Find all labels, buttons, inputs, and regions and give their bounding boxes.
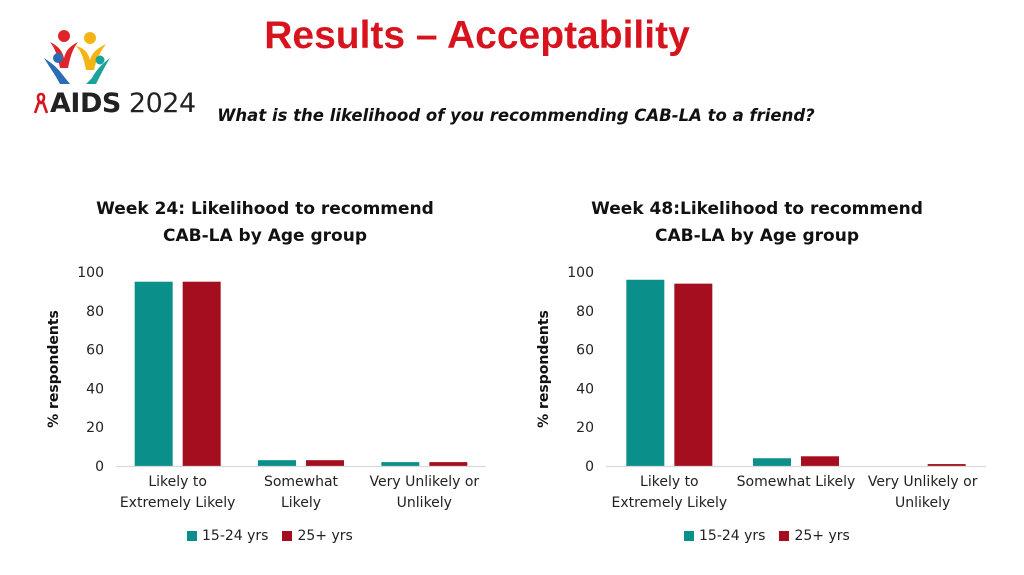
x-category-label: Extremely Likely bbox=[120, 495, 236, 511]
x-category-label: Unlikely bbox=[397, 495, 452, 511]
bar-chart-week-48: 0 20 40 60 80 100 % respondents Likely to Extrem… bbox=[536, 265, 986, 511]
legend-label: 25+ yrs bbox=[794, 528, 850, 544]
legend-label: 15-24 yrs bbox=[699, 528, 766, 544]
x-category-label: Somewhat Likely bbox=[737, 474, 856, 490]
bar-15-24-yrs bbox=[626, 279, 665, 466]
y-tick-label: 60 bbox=[576, 343, 594, 359]
y-tick-label: 100 bbox=[567, 265, 594, 281]
y-axis-label: % respondents bbox=[46, 310, 62, 428]
chart-week-24: Week 24: Likelihood to recommend CAB-LA … bbox=[30, 190, 500, 560]
x-category-label: Very Unlikely or bbox=[369, 474, 479, 490]
y-tick-label: 80 bbox=[576, 304, 594, 320]
bar-15-24-yrs bbox=[753, 458, 791, 466]
red-ribbon-icon bbox=[34, 92, 48, 114]
bar-15-24-yrs bbox=[258, 460, 296, 466]
y-tick-label: 40 bbox=[576, 381, 594, 397]
y-tick-label: 60 bbox=[86, 343, 104, 359]
y-tick-label: 80 bbox=[86, 304, 104, 320]
x-category-label: Extremely Likely bbox=[612, 495, 728, 511]
bar-chart-week-24: 0 20 40 60 80 100 % respondents Likely to Extrem… bbox=[46, 265, 486, 511]
x-category-label: Likely to bbox=[640, 474, 699, 490]
survey-question: What is the likelihood of you recommendi… bbox=[217, 106, 815, 125]
aids-2024-logo: AIDS 2024 bbox=[28, 28, 196, 119]
legend-label: 15-24 yrs bbox=[202, 528, 269, 544]
y-tick-label: 0 bbox=[585, 459, 594, 475]
y-tick-label: 20 bbox=[576, 420, 594, 436]
legend-item: 15-24 yrs bbox=[187, 528, 268, 544]
legend-item: 15-24 yrs bbox=[684, 528, 765, 544]
bar-25-yrs bbox=[182, 281, 221, 466]
y-tick-label: 40 bbox=[86, 381, 104, 397]
y-tick-label: 20 bbox=[86, 420, 104, 436]
y-tick-label: 0 bbox=[95, 459, 104, 475]
logo-text-year: 2024 bbox=[128, 88, 196, 119]
x-category-label: Unlikely bbox=[895, 495, 950, 511]
legend-item: 25+ yrs bbox=[779, 528, 850, 544]
x-category-label: Likely to bbox=[148, 474, 207, 490]
bar-25-yrs bbox=[927, 464, 966, 466]
chart-title-line-1: Week 48:Likelihood to recommend bbox=[591, 199, 923, 219]
x-category-label: Likely bbox=[281, 495, 321, 511]
legend-swatch bbox=[282, 531, 293, 541]
chart-legend: 15-24 yrs 25+ yrs bbox=[684, 528, 850, 544]
x-category-label: Very Unlikely or bbox=[868, 474, 978, 490]
bar-25-yrs bbox=[801, 456, 839, 466]
chart-title-line-2: CAB-LA by Age group bbox=[655, 226, 859, 246]
chart-week-48: Week 48:Likelihood to recommend CAB-LA b… bbox=[520, 190, 1000, 560]
x-category-label: Somewhat bbox=[264, 474, 339, 490]
logo-text-bold: AIDS bbox=[50, 88, 121, 119]
slide-title: Results – Acceptability bbox=[264, 14, 690, 57]
chart-title-line-1: Week 24: Likelihood to recommend bbox=[96, 199, 434, 219]
chart-legend: 15-24 yrs 25+ yrs bbox=[187, 528, 353, 544]
y-tick-label: 100 bbox=[77, 265, 104, 281]
bar-25-yrs bbox=[306, 460, 344, 466]
bar-15-24-yrs bbox=[134, 281, 173, 466]
legend-label: 25+ yrs bbox=[297, 528, 353, 544]
conference-figures-icon bbox=[44, 30, 110, 84]
y-axis-label: % respondents bbox=[536, 310, 552, 428]
bar-15-24-yrs bbox=[381, 462, 420, 466]
chart-title: Week 24: Likelihood to recommend CAB-LA … bbox=[70, 196, 460, 250]
chart-title: Week 48:Likelihood to recommend CAB-LA b… bbox=[562, 196, 952, 250]
logo-wordmark: AIDS 2024 bbox=[34, 88, 196, 119]
legend-swatch bbox=[187, 531, 197, 541]
bar-25-yrs bbox=[429, 462, 468, 466]
legend-item: 25+ yrs bbox=[282, 528, 353, 544]
legend-swatch bbox=[684, 531, 694, 541]
bar-25-yrs bbox=[674, 283, 713, 466]
chart-title-line-2: CAB-LA by Age group bbox=[163, 226, 367, 246]
legend-swatch bbox=[779, 531, 790, 541]
